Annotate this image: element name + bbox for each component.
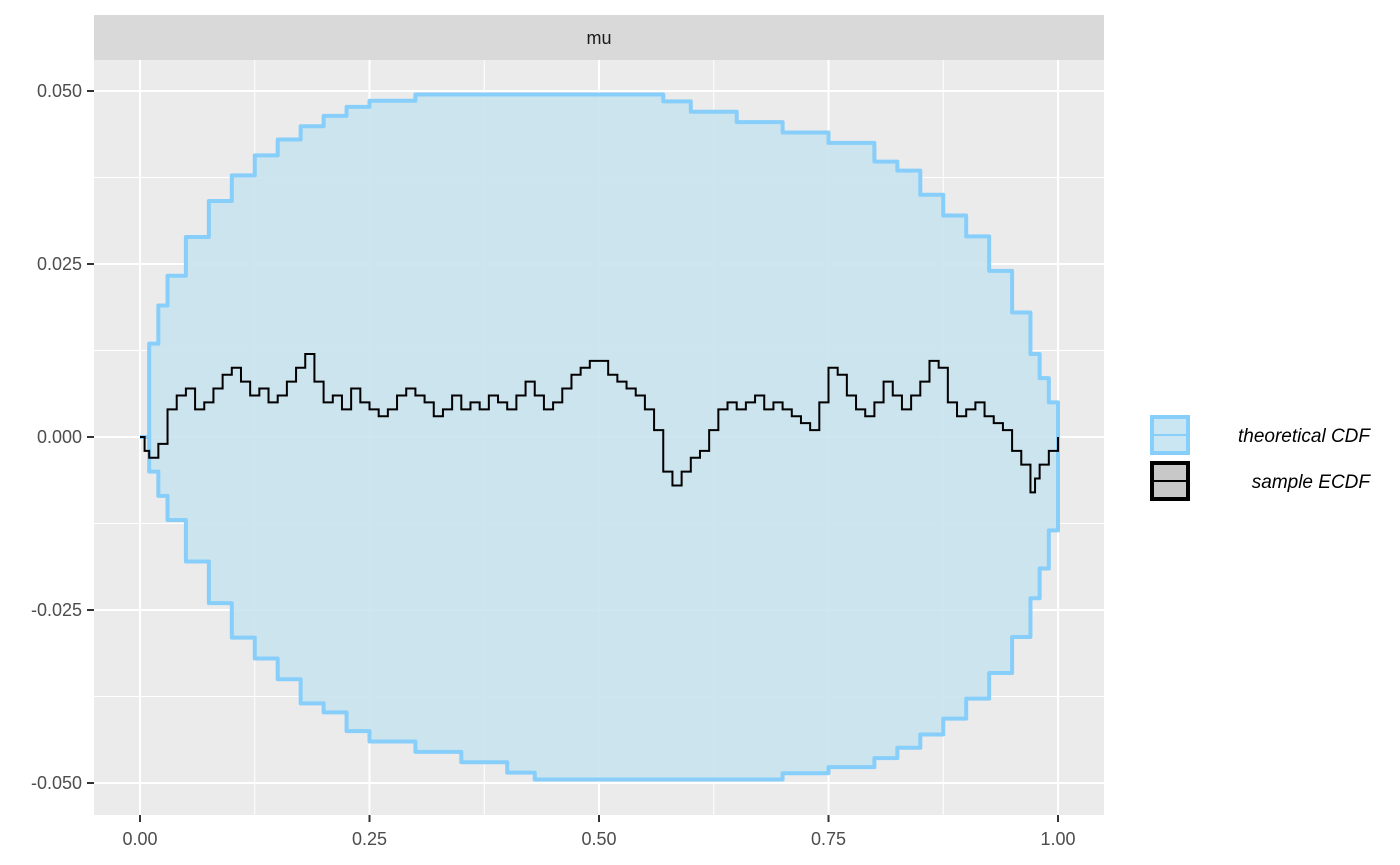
y-tick-label: 0.025 — [37, 254, 82, 274]
legend-label: theoretical CDF — [1238, 426, 1371, 447]
facet-strip — [94, 15, 1104, 60]
sample-ecdf-line — [140, 352, 1059, 494]
x-tick-label: 0.00 — [122, 829, 157, 849]
x-tick-label: 0.25 — [352, 829, 387, 849]
y-tick-label: -0.025 — [31, 600, 82, 620]
theoretical-cdf-band — [140, 92, 1060, 782]
x-tick-label: 0.50 — [581, 829, 616, 849]
x-tick-label: 0.75 — [811, 829, 846, 849]
legend-label: sample ECDF — [1252, 472, 1372, 493]
band-fill — [140, 94, 1058, 780]
ecdf-step-line — [140, 352, 1059, 494]
facet-strip-label: mu — [586, 28, 611, 48]
x-axis: 0.00 0.25 0.50 0.75 1.00 — [122, 815, 1076, 849]
y-tick-label: 0.050 — [37, 81, 82, 101]
band-lower-bound — [140, 435, 1060, 782]
legend: theoretical CDF sample ECDF — [1150, 415, 1371, 501]
y-tick-label: 0.000 — [37, 427, 82, 447]
y-tick-label: -0.050 — [31, 773, 82, 793]
band-upper-bound — [140, 92, 1060, 439]
y-axis: 0.050 0.025 0.000 -0.025 -0.050 — [31, 81, 94, 793]
x-tick-label: 1.00 — [1040, 829, 1075, 849]
